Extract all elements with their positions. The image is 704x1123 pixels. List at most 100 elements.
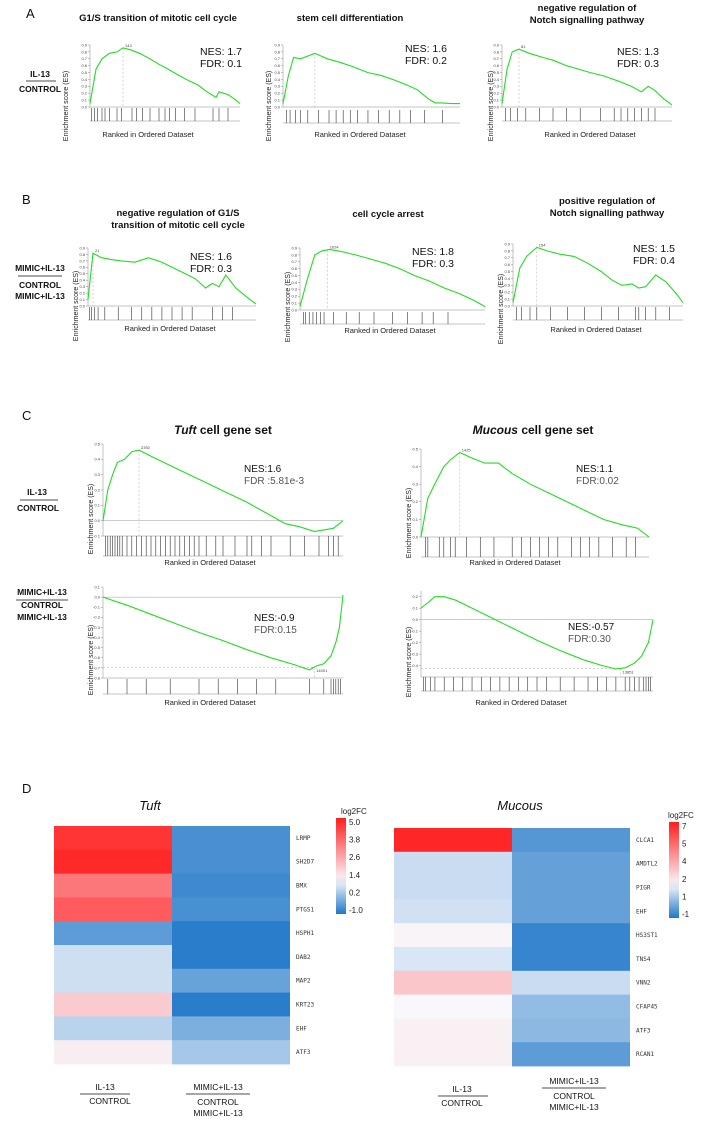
heatmap-cell bbox=[394, 851, 512, 876]
nes-value: NES: 1.6 bbox=[190, 251, 232, 263]
y-tick-label: 0.6 bbox=[493, 63, 499, 68]
y-tick-label: 0.3 bbox=[79, 284, 85, 289]
fdr-value: FDR:0.02 bbox=[576, 476, 619, 487]
legend-colorbar bbox=[336, 818, 346, 914]
heatmap-cell bbox=[394, 994, 512, 1019]
y-tick-label: 0.5 bbox=[291, 273, 297, 278]
heatmap-cell bbox=[172, 826, 290, 851]
y-tick-label: -0.4 bbox=[93, 635, 101, 640]
heatmap-cell bbox=[394, 923, 512, 948]
y-tick-label: 0.8 bbox=[274, 49, 280, 54]
peak-label: 143 bbox=[125, 43, 132, 48]
y-axis-label: Enrichment score (ES) bbox=[73, 271, 80, 341]
nes-value: NES:-0.9 bbox=[254, 613, 295, 624]
y-tick-label: 0.0 bbox=[79, 303, 85, 308]
y-tick-label: 0.6 bbox=[504, 262, 510, 267]
y-axis-label: Enrichment score (ES) bbox=[488, 71, 495, 141]
heatmap-title: Tuft bbox=[139, 798, 162, 813]
heatmap-cell bbox=[172, 897, 290, 922]
y-tick-label: 0.9 bbox=[291, 245, 297, 250]
fdr-value: FDR: 0.2 bbox=[405, 55, 447, 67]
nes-value: NES:1.1 bbox=[576, 464, 614, 475]
heatmap-cell bbox=[394, 970, 512, 995]
gene-label: EHF bbox=[296, 1025, 307, 1032]
gene-label: HS3ST1 bbox=[636, 932, 658, 939]
heatmap-cell bbox=[54, 873, 172, 898]
y-tick-label: 0.1 bbox=[504, 297, 510, 302]
heatmap-tuft-column-labels: IL-13 CONTROL MIMIC+IL-13 CONTROL MIMIC+… bbox=[80, 1082, 250, 1118]
condition-label-row-c2: MIMIC+IL-13 CONTROL MIMIC+IL-13 bbox=[16, 587, 68, 622]
gsea-plot-mucous-il13: 0.5 0.4 0.3 0.2 0.1 0.0 1425 Enrichment score (… bbox=[406, 423, 650, 567]
gene-label: AMDTL2 bbox=[636, 861, 658, 868]
gene-label: DAB2 bbox=[296, 954, 311, 961]
heatmap-cell bbox=[394, 947, 512, 972]
heatmap-cell bbox=[172, 1040, 290, 1065]
fdr-value: FDR: 0.1 bbox=[200, 58, 242, 70]
y-tick-label: 0.3 bbox=[291, 287, 297, 292]
column-label-mimic-il13: MIMIC+IL-13 bbox=[549, 1102, 599, 1112]
peak-label: 13851 bbox=[623, 669, 635, 674]
heatmap-cell bbox=[512, 828, 630, 853]
heatmap-cell bbox=[54, 1016, 172, 1041]
gsea-plot-negative-g1s: 0.9 0.80.7 0.60.5 0.40.3 0.20.10.0 21 Enrichme… bbox=[73, 208, 257, 341]
y-axis-label: Enrichment score (ES) bbox=[63, 71, 70, 141]
y-tick-label: 0.2 bbox=[94, 487, 100, 492]
column-label-mimic-il13: MIMIC+IL-13 bbox=[193, 1082, 243, 1092]
heatmap-cell bbox=[54, 1040, 172, 1065]
gsea-plot-cell-cycle-arrest: 0.9 0.8 0.7 0.6 0.5 0.4 0.3 0.2 0.10.0 1024 Enrich… bbox=[285, 209, 486, 342]
gene-label: ATF3 bbox=[636, 1027, 651, 1034]
heatmap-cell bbox=[512, 947, 630, 972]
chart-title: Mucous cell gene set bbox=[473, 423, 594, 437]
heatmap-cell bbox=[54, 921, 172, 946]
peak-label: 154 bbox=[539, 242, 546, 247]
y-tick-label: 0.5 bbox=[274, 70, 280, 75]
heatmap-cell bbox=[512, 1042, 630, 1067]
y-tick-label: 0.0 bbox=[94, 518, 100, 523]
heatmap-mucous-column-labels: IL-13 CONTROL MIMIC+IL-13 CONTROL MIMIC+… bbox=[438, 1076, 606, 1112]
y-tick-label: -0.1 bbox=[93, 605, 101, 610]
x-axis-label: Ranked in Ordered Dataset bbox=[550, 325, 642, 334]
y-tick-label: 0.0 bbox=[291, 307, 297, 312]
y-tick-label: 0.3 bbox=[94, 472, 100, 477]
y-tick-label: -0.3 bbox=[93, 625, 101, 630]
condition-label-row-b: MIMIC+IL-13 CONTROL MIMIC+IL-13 bbox=[15, 263, 65, 301]
y-tick-label: 0.5 bbox=[94, 441, 100, 446]
y-tick-label: 0.6 bbox=[81, 63, 87, 68]
enrichment-curve bbox=[102, 449, 344, 532]
y-tick-label: -0.2 bbox=[93, 615, 101, 620]
heatmap-cell bbox=[394, 899, 512, 924]
gene-label: CFAP45 bbox=[636, 1004, 658, 1011]
y-tick-label: 0.9 bbox=[504, 241, 510, 246]
y-tick-label: 0.2 bbox=[504, 290, 510, 295]
y-tick-label: 0.2 bbox=[274, 91, 280, 96]
y-tick-label: -0.1 bbox=[411, 629, 419, 634]
fdr-value: FDR :5.81e-3 bbox=[244, 476, 304, 487]
chart-title: G1/S transition of mitotic cell cycle bbox=[79, 13, 237, 24]
heatmap-cell bbox=[512, 851, 630, 876]
gsea-plot-tuft-mimic: 0.1 0.0 -0.1 -0.2 -0.3 -0.4 -0.5 -0.6 -0.7 -0.8 14… bbox=[88, 584, 344, 707]
heatmap-tuft: LRMP SH2D7 BMX PTGS1 HSPH1 DAB2 MAP2 KRT23 EHF AT… bbox=[54, 798, 367, 1065]
heatmap-cell bbox=[54, 897, 172, 922]
x-axis-label: Ranked in Ordered Dataset bbox=[544, 130, 636, 139]
chart-title: cell cycle arrest bbox=[352, 209, 424, 220]
column-label-il13: IL-13 bbox=[452, 1084, 472, 1094]
y-tick-label: 0.4 bbox=[94, 457, 100, 462]
y-tick-label: 0.1 bbox=[291, 301, 297, 306]
peak-label: 1425 bbox=[462, 448, 472, 453]
nes-value: NES: 1.6 bbox=[405, 43, 447, 55]
gene-label: LRMP bbox=[296, 835, 311, 842]
y-tick-label: 0.3 bbox=[81, 84, 87, 89]
heatmap-cell bbox=[512, 923, 630, 948]
heatmap-cell bbox=[54, 968, 172, 993]
enrichment-curve bbox=[102, 595, 344, 671]
x-axis-label: Ranked in Ordered Dataset bbox=[102, 130, 194, 139]
legend-tick-label: 1.4 bbox=[349, 871, 361, 880]
nes-value: NES:-0.57 bbox=[568, 622, 615, 633]
condition-control: CONTROL bbox=[19, 280, 61, 290]
y-tick-label: 0.1 bbox=[493, 98, 499, 103]
gene-label: PTGS1 bbox=[296, 906, 314, 913]
y-tick-label: -0.4 bbox=[411, 663, 419, 668]
fdr-value: FDR:0.15 bbox=[254, 625, 297, 636]
condition-il13: IL-13 bbox=[30, 69, 50, 79]
condition-control: CONTROL bbox=[17, 503, 59, 513]
